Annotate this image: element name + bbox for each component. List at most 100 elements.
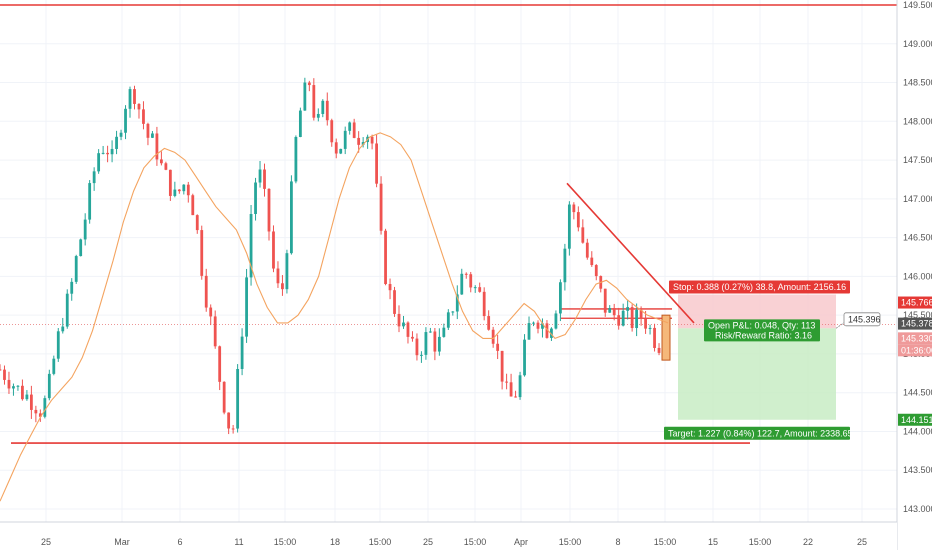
candle-body	[554, 313, 558, 329]
x-tick-label: Mar	[114, 537, 130, 547]
candle-body	[115, 136, 118, 149]
candle-body	[500, 350, 504, 382]
entry-price-tag: 145.330	[898, 332, 932, 345]
candle-body	[424, 332, 428, 355]
candle-body	[473, 287, 477, 289]
candle-body	[29, 394, 33, 410]
x-tick-label: 15:00	[274, 537, 297, 547]
stop-price-tag-text: 145.766	[901, 298, 932, 308]
candle-body	[236, 368, 240, 429]
candle-body	[626, 307, 630, 311]
candle-body	[612, 308, 616, 316]
candle-body	[509, 382, 513, 397]
countdown-tag-text: 01:36:00	[901, 345, 932, 355]
y-tick-label: 147.000	[903, 194, 932, 204]
candle-body	[195, 215, 199, 231]
candle-body	[61, 326, 65, 332]
candle-body	[482, 291, 486, 317]
stop-label: Stop: 0.388 (0.27%) 38.8, Amount: 2156.1…	[669, 280, 850, 294]
y-tick-label: 147.500	[903, 155, 932, 165]
x-tick-label: 25	[41, 537, 51, 547]
x-tick-label: 15:00	[369, 537, 392, 547]
descending-trendline	[566, 182, 695, 324]
candle-body	[276, 268, 280, 284]
candle-body	[478, 287, 482, 292]
candle-body	[254, 182, 257, 215]
candle-body	[65, 293, 69, 327]
candle-body	[572, 204, 576, 213]
candle-body	[47, 373, 51, 399]
y-tick-label: 144.500	[903, 388, 932, 398]
candle-body	[142, 109, 145, 124]
candle-body	[393, 290, 396, 314]
candle-body	[110, 148, 114, 155]
candle-body	[617, 315, 621, 326]
candle-body	[545, 323, 549, 338]
candle-body	[281, 283, 284, 290]
candle-body	[272, 231, 275, 269]
risk-reward-text: Risk/Reward Ratio: 3.16	[715, 330, 812, 340]
candle-body	[523, 339, 526, 376]
open-pl-bg	[704, 319, 820, 342]
candle-body	[56, 331, 60, 359]
candle-body	[173, 189, 177, 196]
candle-body	[267, 188, 271, 232]
candle-body	[464, 273, 468, 275]
candle-body	[451, 311, 455, 313]
candle-body	[415, 338, 419, 356]
candle-body	[397, 313, 401, 327]
candle-body	[213, 316, 217, 347]
candle-body	[420, 354, 423, 356]
candle-body	[151, 133, 154, 138]
y-tick-label: 143.500	[903, 465, 932, 475]
candle-body	[639, 309, 643, 319]
candle-body	[70, 281, 74, 294]
candle-body	[21, 385, 24, 400]
candle-body	[648, 327, 652, 329]
candle-body	[433, 331, 437, 352]
candle-body	[518, 375, 522, 398]
candle-body	[559, 282, 562, 314]
candle-body	[191, 195, 195, 216]
x-tick-label: 15:00	[559, 537, 582, 547]
target-price-tag-bg	[898, 413, 932, 426]
candle-body	[186, 184, 190, 196]
candle-body	[334, 142, 338, 154]
candle-body	[307, 82, 311, 86]
candles	[0, 77, 671, 435]
candle-body	[168, 169, 172, 196]
candle-body	[644, 318, 647, 329]
candle-body	[124, 108, 127, 133]
candle-body	[348, 122, 352, 131]
moving-average	[0, 132, 669, 502]
candle-body	[621, 310, 625, 326]
candle-body	[635, 309, 639, 329]
candle-body	[343, 130, 347, 149]
candle-body	[316, 113, 320, 118]
candle-body	[200, 230, 204, 276]
price-axis: 149.500 149.000 148.500 148.000 147.500 147.0…	[896, 0, 932, 550]
entry-price-tag-bg	[898, 332, 932, 345]
candle-body	[428, 331, 432, 333]
candle-body	[7, 379, 11, 389]
candle-body	[290, 181, 293, 254]
candle-body	[325, 100, 329, 121]
y-tick-label: 149.500	[903, 0, 932, 10]
candle-body	[222, 381, 226, 413]
candle-body	[375, 143, 378, 184]
y-tick-label: 144.000	[903, 426, 932, 436]
target-label: Target: 1.227 (0.84%) 122.7, Amount: 233…	[664, 426, 853, 440]
price-axis-bg	[897, 0, 932, 550]
candle-body	[487, 316, 491, 330]
y-tick-label: 148.000	[903, 116, 932, 126]
candle-body	[303, 82, 307, 111]
x-tick-label: 15:00	[749, 537, 772, 547]
x-tick-label: 25	[423, 537, 433, 547]
candle-body	[294, 136, 298, 182]
y-tick-label: 146.500	[903, 233, 932, 243]
candle-body	[514, 396, 517, 398]
candle-body	[357, 137, 361, 145]
time-axis: 25 Mar 6 11 15:00 18 15:00 25 15:00 Apr 15:00 8 15:0…	[0, 521, 897, 550]
